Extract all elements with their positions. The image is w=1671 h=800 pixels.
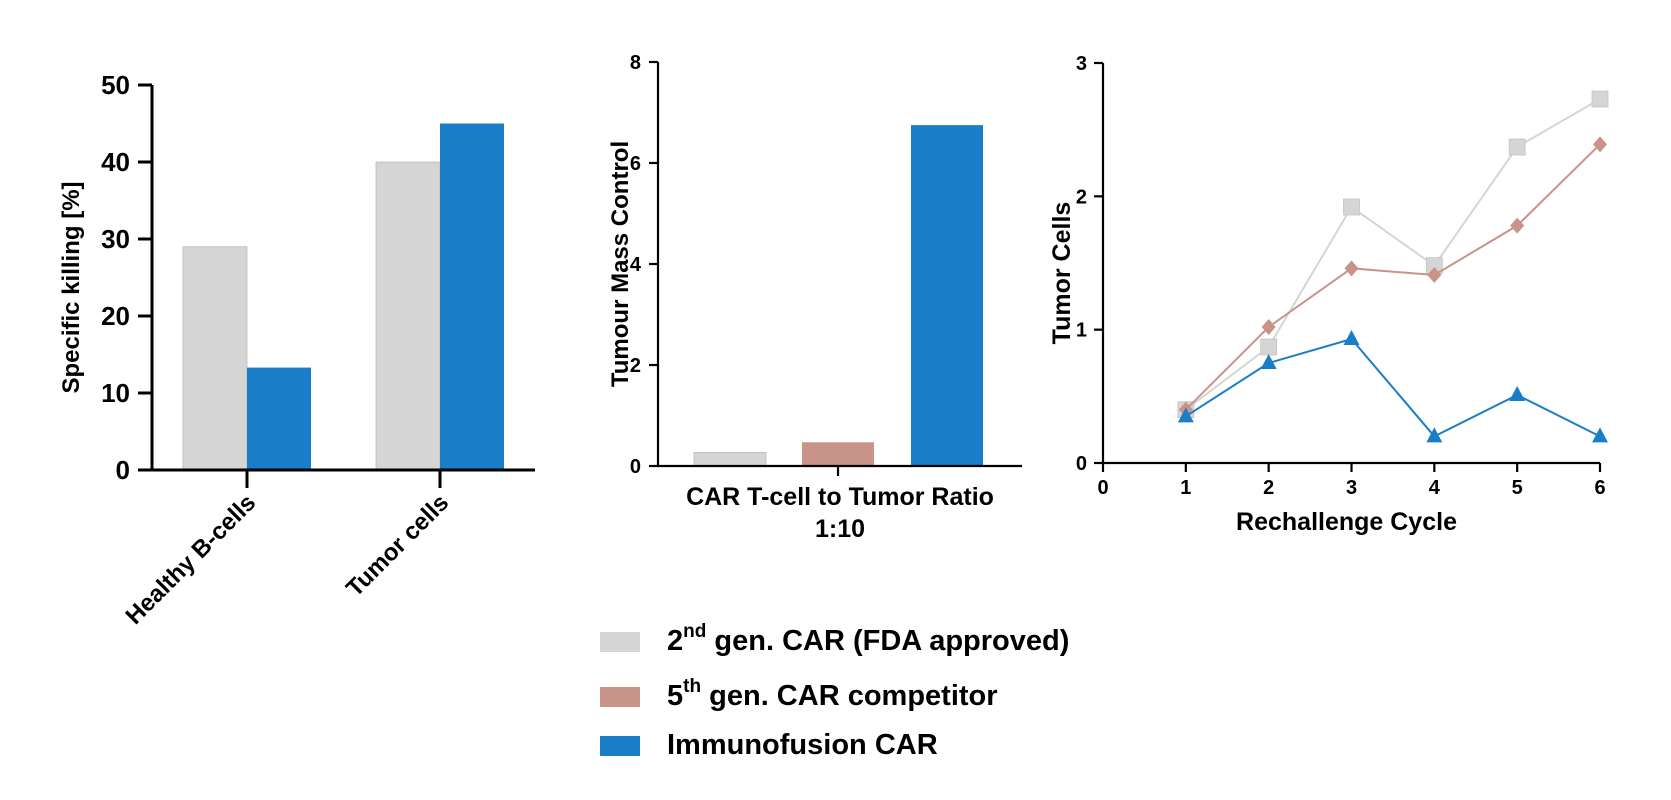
- point: [1427, 267, 1442, 283]
- x-tick-label: 2: [1263, 477, 1274, 499]
- bar: [247, 367, 311, 470]
- point: [1509, 386, 1526, 401]
- y-tick-label: 50: [101, 70, 130, 100]
- y-axis-label: Tumour Mass Control: [607, 141, 634, 387]
- y-tick-label: 20: [101, 301, 130, 331]
- point: [1343, 198, 1360, 216]
- y-tick-label: 30: [101, 224, 130, 254]
- y-tick-label: 1: [1076, 320, 1087, 342]
- point: [1510, 217, 1525, 234]
- series-line: [1185, 337, 1601, 438]
- x-tick-label: 6: [1594, 477, 1605, 499]
- legend-swatch-gen5: [600, 686, 640, 707]
- x-tick-label: 1:10: [815, 515, 865, 543]
- y-tick-label: 4: [630, 254, 642, 276]
- point: [1508, 138, 1526, 156]
- y-tick-label: 6: [630, 153, 641, 175]
- y-tick-label: 2: [1076, 186, 1087, 208]
- y-axis-label: Tumor Cells: [1048, 202, 1076, 345]
- chart-specific-killing: 0 10 20 30 40 50 Healthy B-cells Tumor cells Spe…: [58, 70, 535, 630]
- point: [1261, 319, 1276, 335]
- legend-item-gen5: 5th gen. CAR competitor: [600, 676, 998, 713]
- bar: [911, 125, 983, 466]
- bar: [693, 451, 767, 467]
- point: [1593, 136, 1607, 153]
- x-tick-label: Healthy B-cells: [120, 489, 261, 630]
- point: [1591, 90, 1609, 108]
- x-tick-label: 3: [1346, 477, 1357, 499]
- point: [1426, 427, 1443, 443]
- legend-label-immunofusion: Immunofusion CAR: [667, 729, 938, 761]
- y-tick-label: 0: [630, 456, 641, 478]
- legend-item-immunofusion: Immunofusion CAR: [600, 729, 938, 762]
- y-axis-label: Specific killing [%]: [58, 181, 85, 393]
- point: [1343, 330, 1360, 345]
- bar: [375, 161, 441, 471]
- bar: [440, 123, 504, 470]
- y-tick-label: 0: [1076, 453, 1087, 475]
- y-tick-label: 3: [1076, 53, 1087, 75]
- point: [1177, 407, 1194, 423]
- x-tick-label: 1: [1180, 477, 1191, 499]
- chart-tumor-cells-rechallenge: 0 1 2 3 0 1 2 3 4 5 6 Rechallenge Cycle Tumor Cells: [1048, 53, 1609, 536]
- point: [1260, 338, 1278, 356]
- x-tick-label: Tumor cells: [341, 489, 454, 602]
- series-line: [1185, 98, 1601, 411]
- y-tick-label: 8: [630, 52, 641, 74]
- x-tick-label: CAR T-cell to Tumor Ratio: [686, 483, 994, 511]
- legend-swatch-gen2: [600, 631, 640, 652]
- series-line: [1185, 143, 1601, 411]
- x-tick-label: 0: [1097, 477, 1108, 499]
- point: [1344, 260, 1359, 277]
- x-tick-label: 4: [1429, 477, 1441, 499]
- y-tick-label: 0: [116, 455, 130, 485]
- chart-tumour-mass-control: 0 2 4 6 8 CAR T-cell to Tumor Ratio 1:10 Tumour…: [607, 52, 1022, 543]
- y-tick-label: 2: [630, 355, 641, 377]
- x-axis-label: Rechallenge Cycle: [1236, 508, 1457, 536]
- legend-label-gen2: 2nd gen. CAR (FDA approved): [667, 621, 1070, 657]
- bar: [182, 246, 248, 471]
- legend-label-gen5: 5th gen. CAR competitor: [667, 676, 998, 712]
- bar: [802, 442, 874, 466]
- legend-item-gen2: 2nd gen. CAR (FDA approved): [600, 621, 1070, 658]
- y-tick-label: 10: [101, 378, 130, 408]
- legend-swatch-immunofusion: [600, 735, 640, 756]
- x-tick-label: 5: [1512, 477, 1523, 499]
- point: [1260, 354, 1277, 369]
- y-tick-label: 40: [101, 147, 130, 177]
- point: [1592, 427, 1608, 443]
